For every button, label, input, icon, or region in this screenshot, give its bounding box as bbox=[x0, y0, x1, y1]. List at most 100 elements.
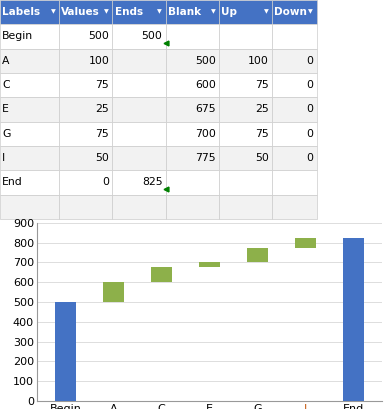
Bar bbox=[219, 195, 272, 219]
Bar bbox=[0, 170, 59, 195]
Text: 0: 0 bbox=[306, 80, 313, 90]
Bar bbox=[0, 0, 59, 24]
Text: 775: 775 bbox=[195, 153, 216, 163]
Text: Values: Values bbox=[61, 7, 100, 17]
Bar bbox=[166, 73, 219, 97]
Bar bbox=[272, 146, 317, 170]
Bar bbox=[166, 195, 219, 219]
Text: End: End bbox=[2, 178, 23, 187]
Bar bbox=[151, 267, 172, 282]
Text: 75: 75 bbox=[95, 129, 109, 139]
Text: Blank: Blank bbox=[168, 7, 201, 17]
Bar bbox=[272, 195, 317, 219]
Bar bbox=[55, 302, 76, 401]
Text: 0: 0 bbox=[306, 153, 313, 163]
Text: C: C bbox=[2, 80, 10, 90]
Bar bbox=[112, 146, 166, 170]
Bar bbox=[219, 97, 272, 121]
Bar bbox=[166, 49, 219, 73]
Bar bbox=[199, 263, 220, 267]
Bar bbox=[112, 195, 166, 219]
Bar bbox=[219, 121, 272, 146]
Bar bbox=[112, 170, 166, 195]
Bar bbox=[272, 97, 317, 121]
Text: A: A bbox=[2, 56, 10, 66]
Text: 25: 25 bbox=[255, 104, 269, 115]
Text: 75: 75 bbox=[255, 129, 269, 139]
Bar bbox=[59, 73, 112, 97]
Text: Down: Down bbox=[274, 7, 307, 17]
Bar bbox=[272, 49, 317, 73]
Text: ▼: ▼ bbox=[104, 10, 109, 15]
Text: I: I bbox=[2, 153, 5, 163]
Bar bbox=[166, 0, 219, 24]
Text: 675: 675 bbox=[195, 104, 216, 115]
Text: 50: 50 bbox=[255, 153, 269, 163]
Text: 0: 0 bbox=[306, 104, 313, 115]
Bar bbox=[219, 170, 272, 195]
Text: ▼: ▼ bbox=[308, 10, 313, 15]
Bar bbox=[112, 121, 166, 146]
Bar bbox=[151, 282, 172, 401]
Text: 0: 0 bbox=[306, 129, 313, 139]
Text: ▼: ▼ bbox=[264, 10, 269, 15]
Bar bbox=[166, 121, 219, 146]
Text: 500: 500 bbox=[88, 31, 109, 41]
Bar bbox=[59, 49, 112, 73]
Bar bbox=[295, 247, 316, 401]
Bar bbox=[55, 302, 76, 401]
Bar bbox=[295, 238, 316, 247]
Text: 0: 0 bbox=[102, 178, 109, 187]
Bar bbox=[59, 0, 112, 24]
Bar bbox=[59, 146, 112, 170]
Bar bbox=[112, 73, 166, 97]
Bar bbox=[219, 0, 272, 24]
Bar bbox=[199, 267, 220, 401]
Bar bbox=[166, 24, 219, 49]
Text: 500: 500 bbox=[195, 56, 216, 66]
Bar bbox=[166, 146, 219, 170]
Bar bbox=[59, 24, 112, 49]
Bar bbox=[112, 0, 166, 24]
Text: 75: 75 bbox=[95, 80, 109, 90]
Bar bbox=[342, 238, 364, 401]
Text: 825: 825 bbox=[142, 178, 163, 187]
Text: ▼: ▼ bbox=[211, 10, 215, 15]
Text: 600: 600 bbox=[195, 80, 216, 90]
Bar bbox=[103, 302, 124, 401]
Bar bbox=[0, 146, 59, 170]
Bar bbox=[59, 97, 112, 121]
Bar bbox=[166, 170, 219, 195]
Bar bbox=[219, 49, 272, 73]
Text: 500: 500 bbox=[142, 31, 163, 41]
Text: 100: 100 bbox=[88, 56, 109, 66]
Bar bbox=[0, 195, 59, 219]
Text: Ends: Ends bbox=[115, 7, 143, 17]
Text: ▼: ▼ bbox=[157, 10, 162, 15]
Bar bbox=[342, 238, 364, 401]
Bar bbox=[59, 121, 112, 146]
Bar bbox=[55, 302, 76, 401]
Bar bbox=[219, 73, 272, 97]
Bar bbox=[219, 24, 272, 49]
Bar bbox=[0, 24, 59, 49]
Bar bbox=[247, 247, 268, 263]
Bar bbox=[103, 282, 124, 302]
Text: ▼: ▼ bbox=[51, 10, 56, 15]
Text: Labels: Labels bbox=[2, 7, 41, 17]
Text: 50: 50 bbox=[95, 153, 109, 163]
Text: 25: 25 bbox=[95, 104, 109, 115]
Bar bbox=[272, 0, 317, 24]
Bar bbox=[55, 302, 76, 401]
Text: G: G bbox=[2, 129, 11, 139]
Bar bbox=[272, 121, 317, 146]
Bar bbox=[272, 73, 317, 97]
Text: E: E bbox=[2, 104, 9, 115]
Bar bbox=[342, 238, 364, 401]
Bar bbox=[247, 263, 268, 401]
Text: Up: Up bbox=[221, 7, 237, 17]
Bar bbox=[166, 97, 219, 121]
Text: 0: 0 bbox=[306, 56, 313, 66]
Text: 700: 700 bbox=[195, 129, 216, 139]
Text: 75: 75 bbox=[255, 80, 269, 90]
